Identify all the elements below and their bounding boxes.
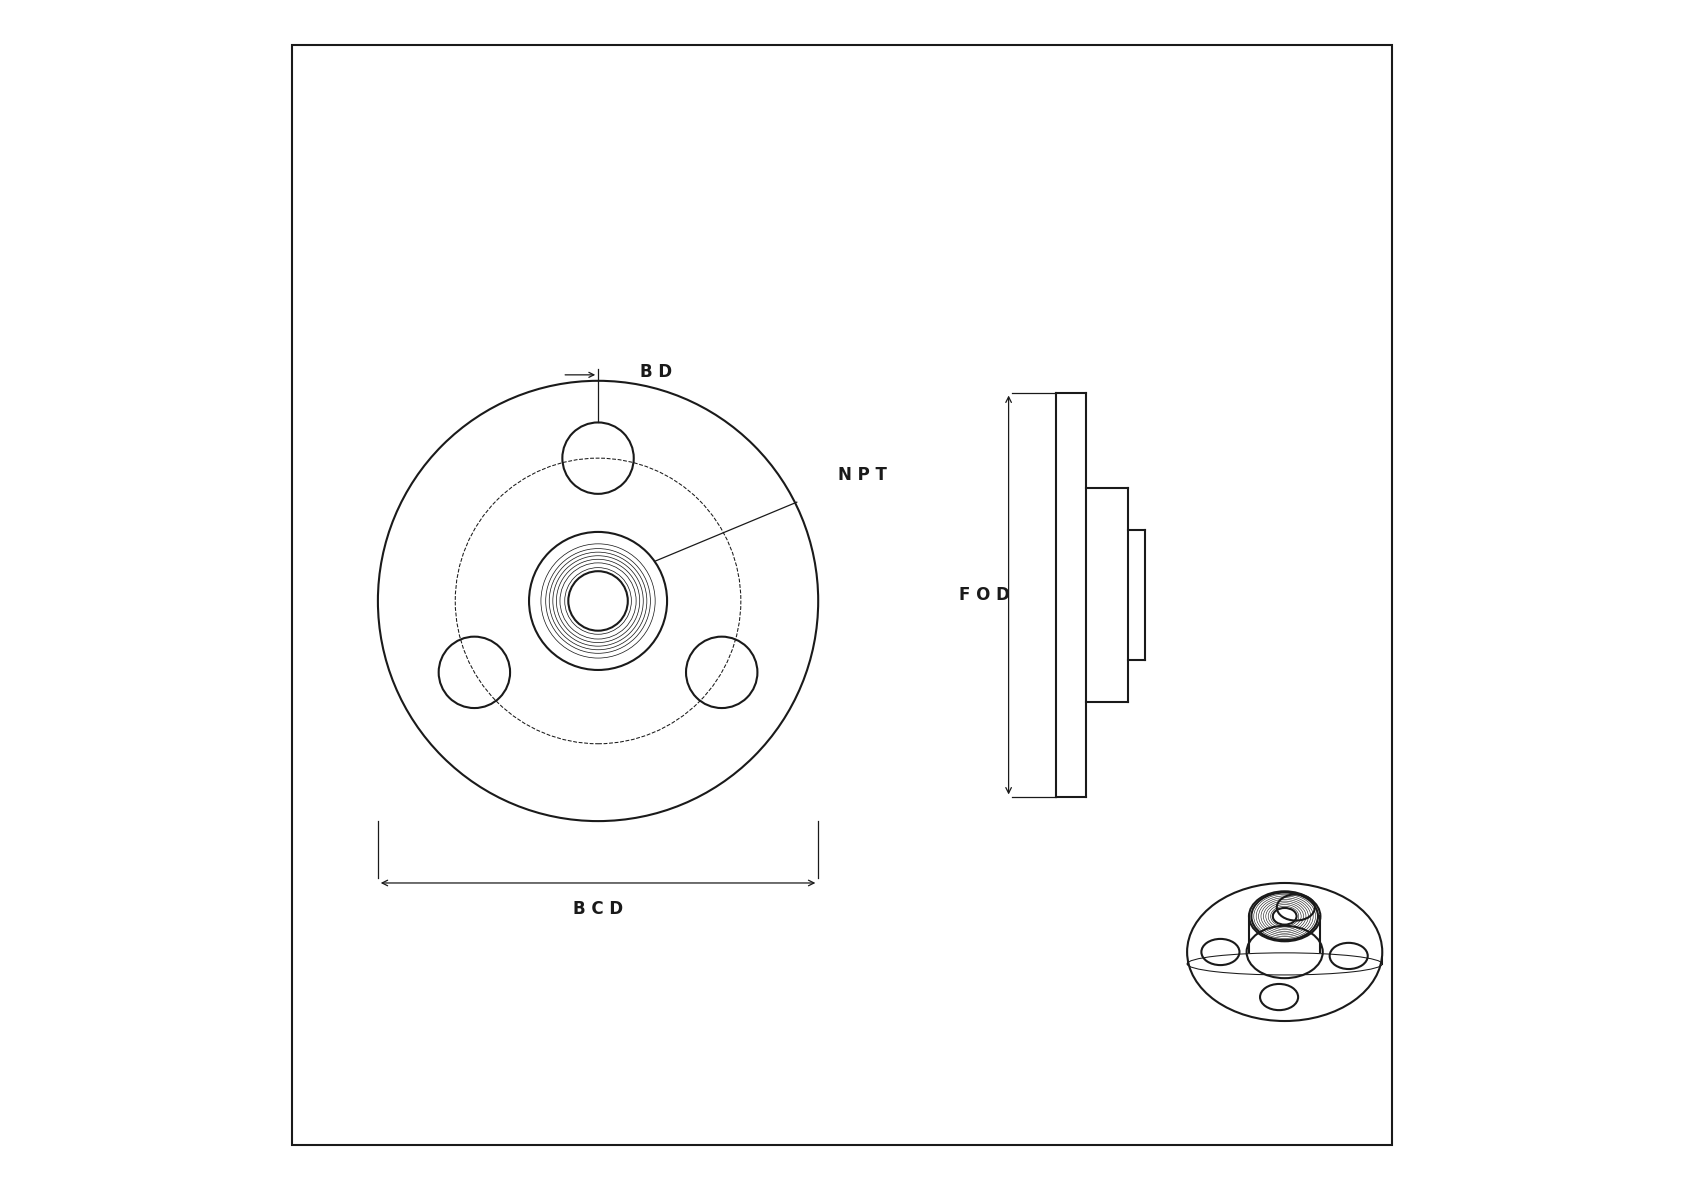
Text: F O D: F O D	[960, 585, 1010, 605]
Text: N P T: N P T	[839, 466, 887, 484]
Text: B C D: B C D	[573, 900, 623, 919]
Text: B D: B D	[640, 363, 672, 382]
